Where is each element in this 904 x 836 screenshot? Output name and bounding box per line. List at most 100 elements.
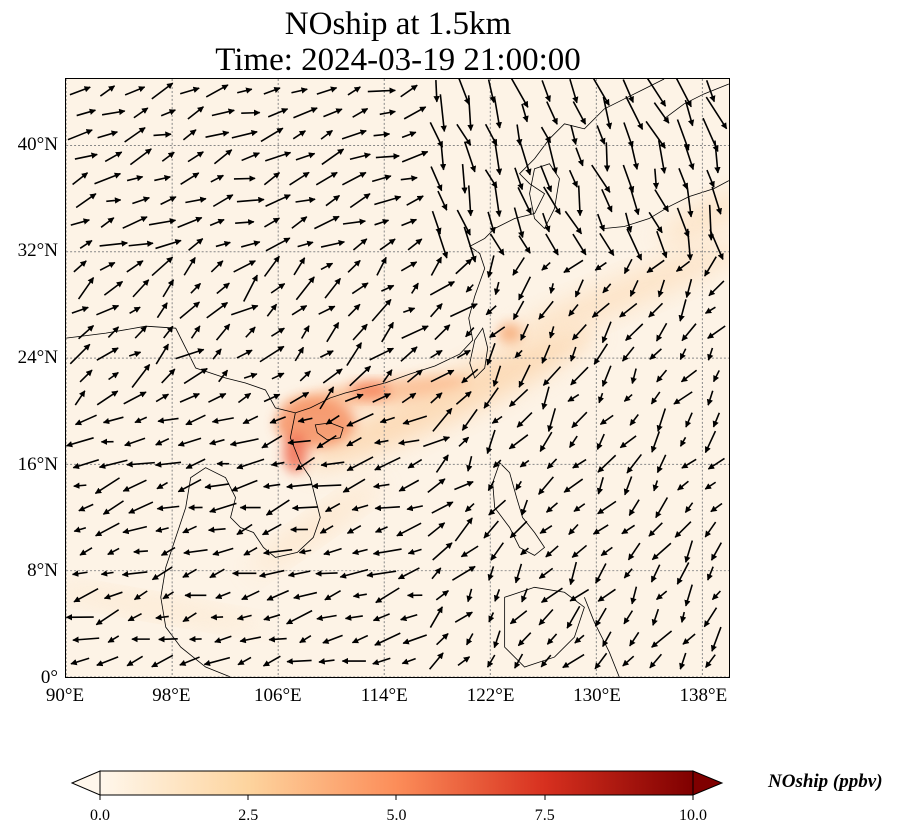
wind-arrow bbox=[539, 525, 553, 534]
wind-arrow bbox=[188, 238, 204, 251]
wind-arrow bbox=[649, 348, 662, 360]
wind-arrow bbox=[212, 547, 234, 556]
wind-arrow bbox=[508, 388, 529, 407]
wind-arrow bbox=[569, 588, 590, 602]
wind-arrow bbox=[429, 122, 444, 148]
wind-arrow bbox=[540, 654, 552, 668]
wind-arrow bbox=[514, 167, 524, 191]
wind-arrow bbox=[99, 85, 116, 97]
wind-arrow bbox=[371, 298, 392, 322]
wind-arrow bbox=[686, 228, 694, 261]
wind-arrow bbox=[622, 79, 634, 104]
wind-arrow bbox=[520, 323, 529, 341]
wind-arrow bbox=[263, 482, 281, 490]
wind-arrow bbox=[714, 140, 721, 174]
wind-arrow bbox=[233, 175, 256, 182]
wind-arrow bbox=[372, 393, 392, 403]
wind-arrow bbox=[519, 459, 530, 468]
wind-arrow bbox=[162, 279, 175, 298]
wind-arrow bbox=[72, 458, 100, 470]
wind-arrow bbox=[625, 95, 644, 131]
wind-arrow bbox=[210, 614, 224, 621]
wind-arrow bbox=[231, 304, 259, 316]
wind-arrow bbox=[185, 458, 206, 470]
wind-arrow bbox=[545, 502, 558, 513]
wind-arrow bbox=[456, 123, 472, 146]
wind-arrow bbox=[602, 283, 612, 294]
wind-arrow bbox=[679, 436, 687, 447]
wind-arrow bbox=[427, 478, 446, 494]
wind-arrow bbox=[123, 391, 147, 405]
wind-arrow bbox=[572, 458, 587, 469]
wind-arrow bbox=[379, 109, 396, 116]
wind-arrow bbox=[430, 166, 443, 192]
wind-arrow bbox=[494, 184, 502, 218]
wind-arrow bbox=[346, 413, 374, 427]
wind-arrow bbox=[708, 280, 725, 297]
wind-arrow bbox=[483, 387, 499, 409]
wind-arrow bbox=[74, 390, 86, 406]
wind-arrow bbox=[373, 131, 391, 138]
wind-arrow bbox=[678, 299, 687, 322]
wind-arrow bbox=[231, 479, 258, 492]
wind-arrow bbox=[266, 589, 289, 601]
wind-arrow bbox=[72, 636, 100, 643]
wind-arrow bbox=[155, 343, 170, 365]
wind-arrow bbox=[156, 504, 180, 512]
wind-arrow bbox=[400, 613, 418, 622]
wind-arrow bbox=[243, 274, 258, 302]
wind-arrow bbox=[100, 570, 114, 577]
wind-arrow bbox=[435, 590, 449, 601]
wind-arrow bbox=[205, 84, 229, 98]
wind-arrow bbox=[96, 390, 119, 406]
colorbar-extend-max bbox=[692, 770, 724, 796]
wind-arrow bbox=[513, 207, 525, 239]
wind-arrow bbox=[463, 141, 477, 173]
wind-arrow bbox=[315, 171, 338, 186]
wind-arrow bbox=[509, 610, 528, 625]
wind-arrow bbox=[541, 261, 551, 271]
wind-arrow bbox=[342, 171, 367, 186]
wind-arrow bbox=[154, 175, 171, 182]
lon-label: 90°E bbox=[45, 685, 85, 706]
wind-arrow bbox=[493, 630, 501, 649]
wind-arrow bbox=[187, 106, 204, 120]
wind-arrow bbox=[352, 592, 367, 599]
wind-arrow bbox=[381, 284, 395, 292]
wind-arrow bbox=[163, 325, 174, 339]
wind-arrow bbox=[265, 499, 290, 516]
wind-arrow bbox=[155, 614, 169, 621]
wind-arrow bbox=[682, 633, 696, 645]
wind-arrow bbox=[346, 437, 362, 447]
wind-arrow bbox=[545, 233, 559, 256]
wind-arrow bbox=[209, 568, 225, 579]
wind-arrow bbox=[349, 365, 372, 387]
wind-arrow bbox=[379, 416, 395, 424]
wind-arrow bbox=[435, 454, 449, 473]
wind-arrow bbox=[432, 542, 453, 561]
wind-arrow bbox=[429, 280, 455, 296]
wind-arrow bbox=[128, 501, 154, 514]
wind-arrow bbox=[674, 521, 692, 538]
wind-arrow bbox=[592, 524, 609, 535]
wind-arrow bbox=[431, 567, 442, 580]
wind-arrow bbox=[455, 391, 472, 405]
wind-arrow bbox=[349, 193, 371, 209]
wind-arrow bbox=[156, 481, 168, 490]
wind-arrow bbox=[466, 456, 473, 472]
wind-arrow bbox=[107, 635, 120, 643]
wind-arrow bbox=[74, 414, 97, 426]
wind-arrow bbox=[407, 238, 423, 251]
wind-arrow bbox=[400, 261, 418, 272]
wind-arrow bbox=[129, 306, 141, 315]
wind-arrow bbox=[709, 229, 724, 261]
wind-arrow bbox=[625, 323, 644, 341]
wind-arrow bbox=[705, 654, 716, 668]
wind-arrow bbox=[347, 259, 361, 273]
wind-arrow bbox=[520, 499, 529, 516]
wind-arrow bbox=[595, 563, 607, 584]
wind-arrow bbox=[569, 79, 579, 104]
wind-arrow bbox=[374, 438, 389, 446]
wind-arrow bbox=[215, 323, 231, 341]
wind-arrow bbox=[597, 500, 617, 515]
